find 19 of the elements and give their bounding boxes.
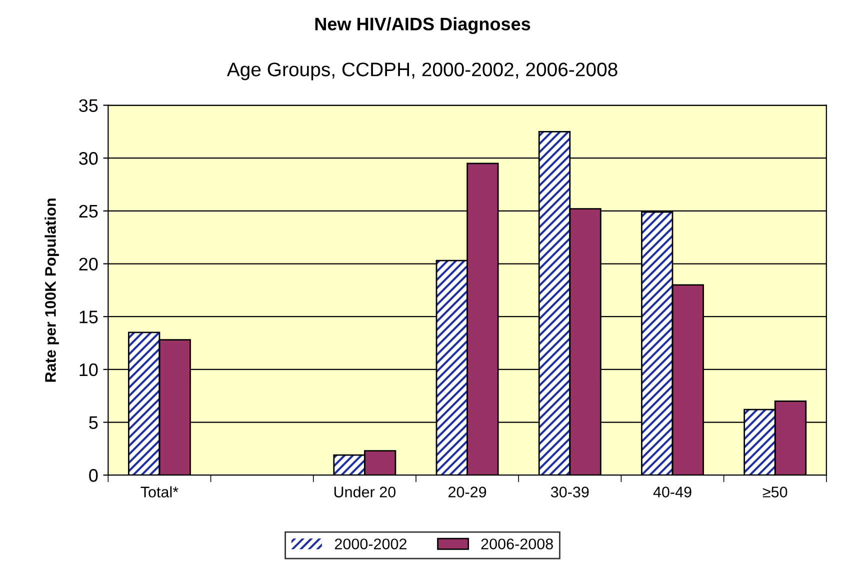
legend-label: 2006-2008 [481, 538, 553, 550]
chart-title: New HIV/AIDS Diagnoses [315, 17, 530, 34]
x-tick-label: 20-29 [448, 486, 486, 498]
legend-label: 2000-2002 [334, 538, 406, 550]
y-axis-title: Rate per 100K Population [44, 198, 59, 382]
x-tick-label: Under 20 [334, 486, 396, 498]
y-tick-label: 30 [79, 152, 98, 165]
x-tick-label: Total* [140, 486, 178, 498]
y-tick-label: 0 [89, 469, 98, 482]
y-tick-label: 25 [79, 204, 98, 218]
x-tick-label: 40-49 [653, 486, 692, 498]
chart-subtitle: Age Groups, CCDPH, 2000-2002, 2006-2008 [226, 62, 618, 80]
y-tick-label: 15 [80, 310, 98, 324]
y-tick-label: 5 [89, 416, 98, 429]
x-tick-label: ≥50 [762, 486, 788, 498]
x-tick-label: 30-39 [550, 486, 589, 498]
y-tick-label: 35 [79, 99, 98, 112]
y-tick-label: 10 [80, 363, 98, 376]
y-tick-label: 20 [79, 258, 98, 270]
